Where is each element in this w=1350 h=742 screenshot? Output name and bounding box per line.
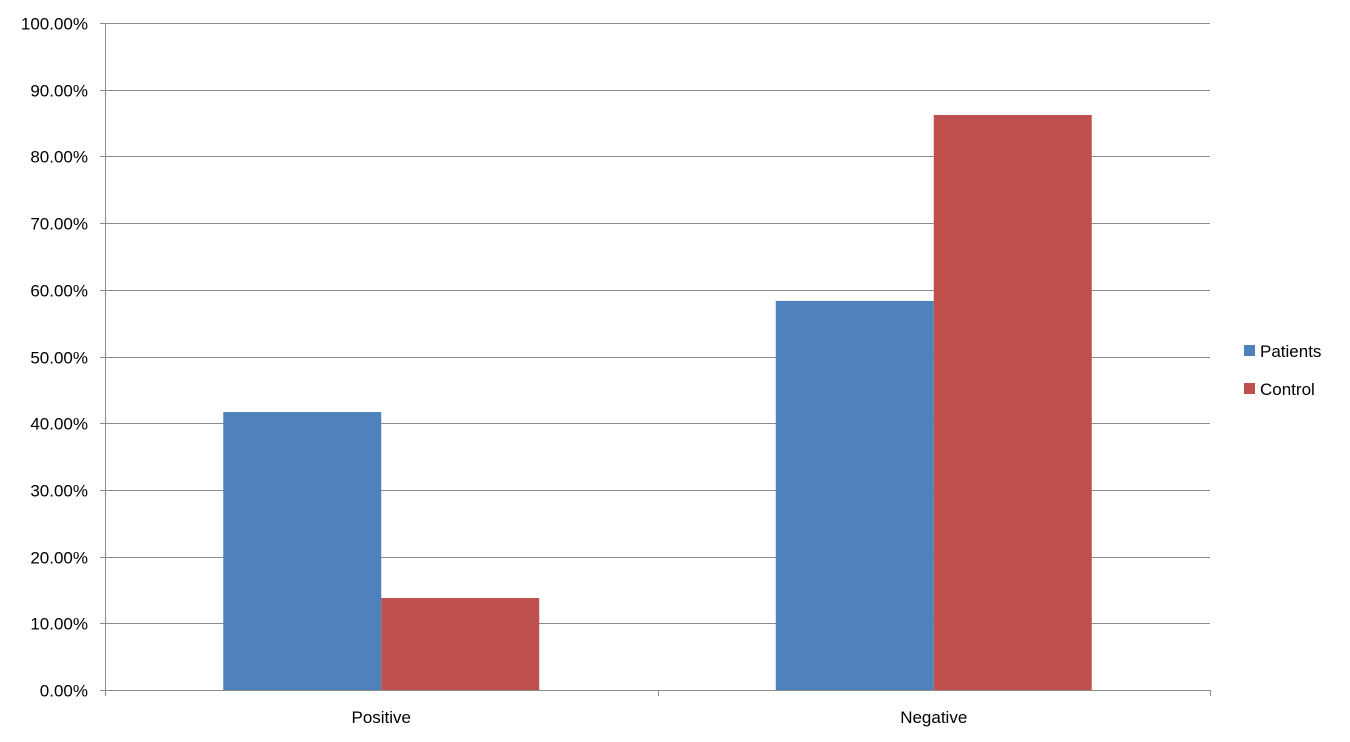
x-category-label: Positive <box>351 708 411 727</box>
y-tick-label: 20.00% <box>30 549 88 568</box>
bar-control-negative <box>933 114 1092 690</box>
y-tick-label: 100.00% <box>21 15 88 34</box>
y-tick-label: 50.00% <box>30 349 88 368</box>
bar-control-positive <box>381 598 540 690</box>
x-category-labels: Positive Negative <box>351 708 967 727</box>
legend-swatch-patients <box>1244 345 1255 356</box>
legend-swatch-control <box>1244 383 1255 394</box>
y-tick-label: 30.00% <box>30 482 88 501</box>
y-tick-label: 70.00% <box>30 215 88 234</box>
y-tick-label: 60.00% <box>30 282 88 301</box>
legend-label-control: Control <box>1260 380 1315 399</box>
y-tick-label: 90.00% <box>30 82 88 101</box>
y-tick-labels: 0.00% 10.00% 20.00% 30.00% 40.00% 50.00% 60.00… <box>21 15 88 701</box>
bars <box>223 114 1092 690</box>
y-tick-label: 10.00% <box>30 615 88 634</box>
legend-label-patients: Patients <box>1260 342 1321 361</box>
bar-patients-positive <box>223 412 382 690</box>
axes <box>100 23 1211 696</box>
y-tick-label: 40.00% <box>30 415 88 434</box>
y-tick-label: 0.00% <box>40 682 88 701</box>
y-tick-label: 80.00% <box>30 148 88 167</box>
x-category-label: Negative <box>900 708 967 727</box>
legend: Patients Control <box>1244 342 1321 399</box>
bar-patients-negative <box>775 300 934 690</box>
